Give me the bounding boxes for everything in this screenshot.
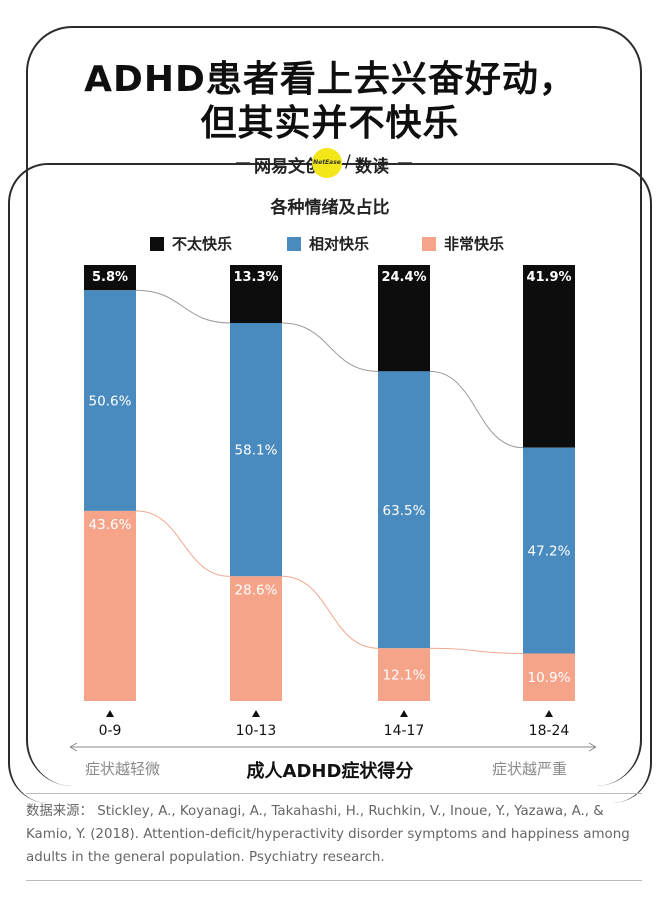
stacked-bar-chart: 5.8% 13.3% 24.4% 41.9% 50.6% 58.1% 63.5% 47.2% 4…: [69, 265, 597, 752]
connector-line: [135, 510, 524, 654]
divider-top: [26, 793, 642, 794]
tick-marker: [252, 710, 260, 717]
legend-item-unhappy: 不太快乐: [150, 233, 232, 254]
axis-note-severe: 症状越严重: [492, 760, 568, 778]
legend-label: 相对快乐: [309, 235, 370, 253]
tick-marker: [106, 710, 114, 717]
brand-line-right: [398, 162, 412, 163]
brand-section: 数读: [355, 157, 389, 177]
brand-slash: /: [345, 152, 351, 172]
x-axis-title: 成人ADHD症状得分: [246, 761, 414, 782]
bar-segment: [84, 265, 136, 291]
category-label: 14-17: [384, 723, 425, 739]
legend-item-fairly-happy: 相对快乐: [287, 233, 369, 254]
legend-swatch-salmon: [422, 236, 436, 251]
legend: 不太快乐 相对快乐 非常快乐: [0, 233, 660, 255]
data-label: 47.2%: [528, 544, 571, 560]
main-title-line1: ADHD患者看上去兴奋好动，: [84, 59, 576, 100]
data-label: 28.6%: [235, 582, 278, 598]
data-label: 10.9%: [528, 670, 571, 686]
legend-swatch-blue: [287, 236, 301, 251]
main-title-line2: 但其实并不快乐: [200, 103, 460, 144]
divider-bottom: [26, 880, 642, 881]
bar-segment: [230, 322, 282, 577]
bar-segment: [523, 447, 575, 654]
bar-segment: [230, 576, 282, 701]
brand-line-left: [236, 162, 250, 163]
axis-note-mild: 症状越轻微: [85, 760, 161, 778]
category-label: 18-24: [529, 723, 570, 739]
tick-marker: [545, 710, 553, 717]
connector-line: [135, 289, 524, 449]
outer-frame: [26, 26, 642, 786]
data-label: 50.6%: [89, 394, 132, 410]
data-label: 63.5%: [383, 503, 426, 519]
bar-segment: [378, 265, 430, 372]
chart-title: 各种情绪及占比: [270, 198, 390, 218]
bar-segment: [378, 648, 430, 701]
data-label: 24.4%: [381, 270, 426, 285]
data-label: 5.8%: [92, 270, 128, 285]
data-label: 12.1%: [383, 668, 426, 684]
bar-segment: [230, 265, 282, 323]
legend-item-very-happy: 非常快乐: [422, 233, 504, 254]
bar-segment: [378, 371, 430, 649]
legend-label: 非常快乐: [444, 235, 505, 253]
data-label: 13.3%: [233, 270, 278, 285]
source-text: 数据来源： Stickley, A., Koyanagi, A., Takaha…: [26, 804, 630, 865]
brand-name: 网易文创: [254, 157, 322, 177]
tick-marker: [400, 710, 408, 717]
data-label: 43.6%: [89, 517, 132, 533]
x-axis-arrow-left: [69, 742, 78, 752]
category-label: 10-13: [236, 723, 277, 739]
data-label: 58.1%: [235, 443, 278, 459]
x-axis-arrow-right: [588, 742, 597, 752]
legend-label: 不太快乐: [172, 235, 233, 253]
netease-logo: NetEase: [312, 148, 342, 178]
bar-segment: [84, 510, 136, 701]
legend-swatch-black: [150, 236, 164, 251]
bar-segment: [84, 290, 136, 511]
brand-row: 网易文创 NetEase / 数读: [0, 148, 660, 178]
data-label: 41.9%: [526, 270, 571, 285]
bar-segment: [523, 653, 575, 701]
bar-segment: [523, 265, 575, 448]
category-label: 0-9: [99, 723, 122, 739]
